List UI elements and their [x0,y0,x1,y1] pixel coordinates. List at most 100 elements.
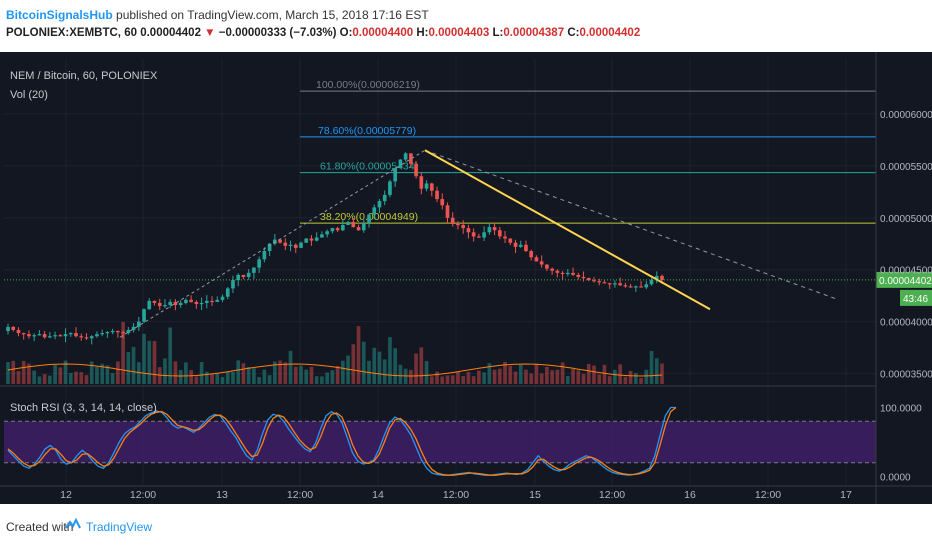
volume-bar [660,363,664,384]
volume-bar [136,362,141,384]
candle-body [524,244,528,252]
volume-bar [6,362,10,384]
y-tick-label: 0.00005500 [880,162,932,173]
candle-body [11,326,16,330]
volume-bar [110,373,115,384]
volume-bar [477,370,481,384]
candle-body [199,302,204,305]
volume-bar [503,361,507,384]
symbol-line: POLONIEX:XEMBTC, 60 0.00004402 ▼ −0.0000… [6,27,640,39]
candle-body [492,227,497,231]
volume-bar [241,363,246,384]
candle-body [84,337,89,339]
candle-body [215,299,220,302]
stoch-rsi-label: Stoch RSI (3, 3, 14, 14, close) [10,402,157,414]
volume-bar [194,376,199,384]
candle-body [241,274,246,277]
candle-body [482,232,486,238]
volume-bar [299,365,303,384]
volume-bar [63,360,68,384]
chart-grid [4,58,876,485]
volume-bar [225,371,230,384]
volume-bar [639,377,643,384]
author-link[interactable]: BitcoinSignalsHub [6,8,113,22]
symbol-name[interactable]: POLONIEX:XEMBTC, 60 [6,27,137,39]
candle-body [461,225,466,229]
volume-bar [257,377,261,384]
candle-body [53,335,57,337]
volume-bar [325,372,329,384]
projection-dashed-line [424,149,837,300]
candle-body [429,183,434,191]
tradingview-brand[interactable]: TradingView [86,520,153,534]
candle-body [576,274,581,277]
candle-body [116,331,120,333]
candle-body [273,239,277,244]
candle-body [639,286,643,288]
volume-bar [456,372,460,384]
candle-body [309,238,314,241]
candle-body [618,283,622,286]
volume-bar [628,370,633,384]
volume-bar [424,361,429,384]
chart-overlays: 0.00004402 43:46 [4,149,932,338]
candle-body [330,228,335,232]
volume-bar [278,360,282,384]
candle-body [414,163,418,177]
volume-bar [497,368,502,384]
candle-body [142,309,146,322]
candle-body [32,335,36,337]
candle-body [497,230,502,237]
candle-body [597,281,602,283]
high-value: 0.00004403 [428,27,490,39]
candle-body [79,336,84,338]
candle-body [545,264,549,269]
candle-body [529,251,534,258]
candle-body [644,284,649,288]
candle-body [508,238,513,243]
candle-body [231,280,235,289]
volume-bar [147,340,152,384]
candle-body [283,242,288,246]
candle-body [592,280,596,282]
volume-bar [262,369,267,384]
volume-bar [560,362,565,384]
volume-bar [393,348,397,384]
volume-bar [168,327,173,384]
candle-body [100,333,105,335]
candle-body [613,283,617,285]
candle-body [565,272,570,275]
volume-bar [58,367,63,384]
chart-area[interactable]: 100.00%(0.00006219) 78.60%(0.00005779) 61.… [0,52,932,504]
stoch-band [4,421,876,463]
volume-bar [231,371,235,384]
volume-bar [131,346,136,384]
volume-bar [372,347,377,384]
volume-bar [309,366,314,384]
x-tick-label: 13 [216,489,228,501]
fib-level-label: 100.00%(0.00006219) [316,79,420,91]
candle-body [6,326,10,332]
volume-bar [471,376,476,384]
volume-bar [152,341,157,384]
volume-bar [613,369,617,384]
candle-body [157,302,162,307]
candle-body [571,272,575,275]
pair-label: NEM / Bitcoin, 60, POLONIEX [10,70,158,82]
volume-bar [37,376,42,384]
volume-bar [382,359,387,384]
volume-bar [320,376,324,384]
candle-body [189,299,193,302]
chart-canvas[interactable]: 100.00%(0.00006219) 78.60%(0.00005779) 61.… [0,52,932,504]
candle-body [68,333,73,335]
volume-bar [105,365,110,384]
candle-body [382,194,387,202]
stoch-k-line [7,406,676,476]
volume-bar [163,358,167,384]
x-tick-label: 12:00 [287,489,313,501]
candle-body [152,300,157,303]
volume-bar [565,376,570,384]
candle-body [184,299,188,303]
candle-body [16,329,21,334]
y-tick-label: 0.00004000 [880,318,932,329]
